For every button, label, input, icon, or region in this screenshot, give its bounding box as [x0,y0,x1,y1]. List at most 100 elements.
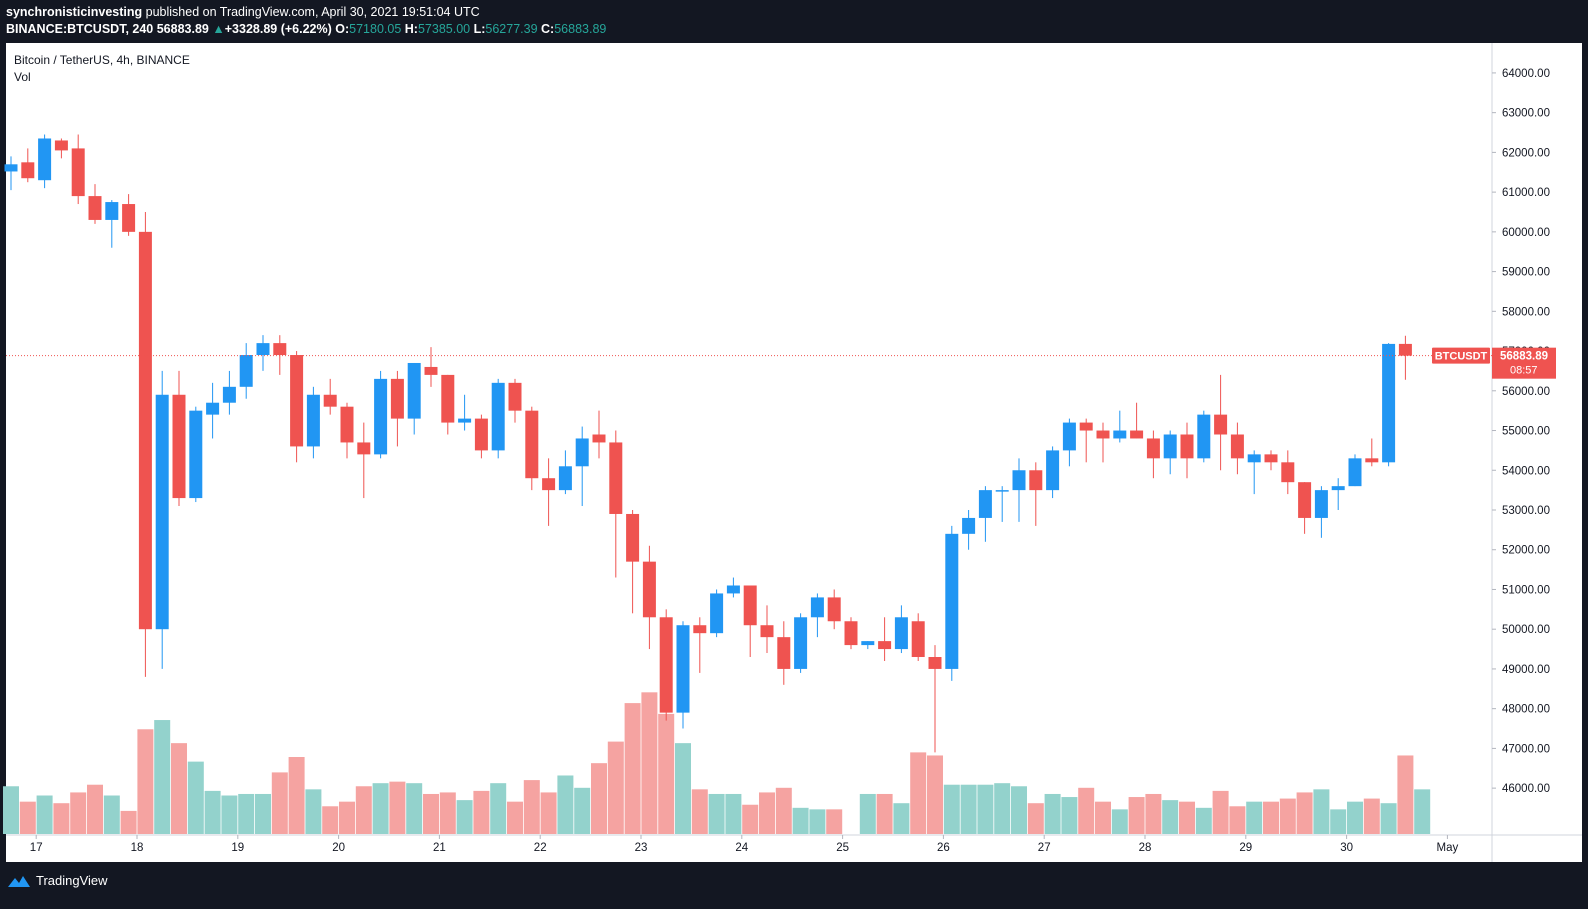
volume-bar [271,772,288,834]
volume-bar [507,801,523,834]
volume-bar [708,793,725,834]
candle-body [575,438,589,467]
candle-body [4,164,18,172]
volume-bar [1279,798,1296,834]
candle-body [222,386,236,403]
price-tag: BTCUSDT 56883.89 08:57 [1432,347,1556,379]
time-tick-label: 27 [1038,842,1051,854]
price-tick-label: 52000.00 [1502,545,1550,557]
change-value: +3328.89 (+6.22%) [224,22,332,36]
author-name[interactable]: synchronisticinvesting [6,5,143,19]
volume-bar [1061,797,1078,834]
volume-bar [1363,798,1380,834]
close-value: 56883.89 [554,22,607,36]
high-label: H: [404,22,418,36]
volume-bar [1212,790,1229,834]
volume-bar [120,810,137,834]
candle-body [357,442,371,455]
symbol-tag [1432,347,1490,364]
volume-bar [1229,806,1246,834]
candle-body [995,490,1009,492]
chart-legend-title: Bitcoin / TetherUS, 4h, BINANCE [14,53,190,67]
price-tick-label: 50000.00 [1502,624,1550,636]
close-label: C: [541,22,555,36]
volume-bar [1078,787,1095,834]
volume-bar [1095,801,1111,834]
time-tick-label: 17 [30,842,43,854]
price-tick-label: 55000.00 [1502,426,1550,438]
candle-body [1113,430,1127,439]
volume-bar [1347,801,1363,834]
candle-body [491,382,505,451]
time-tick-label: 28 [1139,842,1152,854]
volume-bar [876,793,893,834]
price-tick-label: 48000.00 [1502,704,1550,716]
volume-bar [53,803,70,834]
volume-bar [187,761,204,834]
volume-bar [775,787,792,834]
volume-bar [3,786,19,834]
time-tick-label: 26 [937,842,950,854]
tradingview-logo[interactable]: TradingView [6,873,108,888]
time-tick-label: May [1437,842,1459,854]
candle-body [290,355,304,447]
ohlc-line: BINANCE:BTCUSDT, 240 56883.89 ▲+3328.89 … [6,22,606,36]
tradingview-cloud-icon [8,875,30,887]
candle-body [138,231,152,630]
candle-body [54,140,68,151]
chart-area[interactable]: 64000.00 63000.00 62000.00 61000.00 60000.00… [0,42,1588,868]
time-tick-label: 30 [1340,842,1353,854]
volume-bar [910,752,927,834]
price-tick-label: 49000.00 [1502,664,1550,676]
volume-bar [574,787,591,834]
candle-body [558,466,572,491]
candle-body [794,617,808,669]
time-axis[interactable]: 17 18 19 20 21 22 23 24 25 26 27 28 29 30 May [30,835,1459,854]
candle-body [424,366,438,375]
price-tick-label: 46000.00 [1502,783,1550,795]
volume-bar [675,743,691,834]
volume-bar [137,729,154,834]
candle-body [945,533,959,669]
candle-body [693,625,707,634]
price-tick-label: 58000.00 [1502,306,1550,318]
price-tick-label: 51000.00 [1502,584,1550,596]
volume-bar [523,780,540,834]
candle-body [206,402,220,415]
publication-header: synchronisticinvesting published on Trad… [0,0,1588,42]
candle-body [1163,434,1177,459]
candle-body [810,597,824,618]
candle-body [878,641,892,650]
volume-bar [960,784,977,834]
volume-bar [439,792,456,834]
volume-bar [204,790,221,834]
price-tick-label: 59000.00 [1502,267,1550,279]
candle-body [1214,414,1228,435]
volume-bar [355,786,372,834]
time-tick-label: 24 [735,842,748,854]
publication-line: synchronisticinvesting published on Trad… [6,5,480,19]
volume-bar [557,775,574,834]
time-tick-label: 21 [433,842,446,854]
candle-body [1062,422,1076,451]
volume-bar [725,793,742,834]
volume-bar [322,806,339,834]
volume-bar [607,741,624,834]
candle-body [374,378,388,455]
volume-bar [826,809,843,834]
candle-body [172,394,186,499]
candle-body [323,394,337,407]
candle-body [88,196,102,220]
low-value: 56277.39 [485,22,538,36]
candle-body [21,162,35,179]
candle-body [1298,482,1312,518]
high-value: 57385.00 [417,22,471,36]
candle-body [1382,343,1396,463]
volume-bar [1263,801,1279,834]
price-tick-label: 61000.00 [1502,187,1550,199]
volume-bar [1380,803,1397,834]
volume-bar [977,784,994,834]
price-tick-label: 64000.00 [1502,68,1550,80]
candle-body [1197,414,1211,459]
candle-body [1180,434,1194,459]
